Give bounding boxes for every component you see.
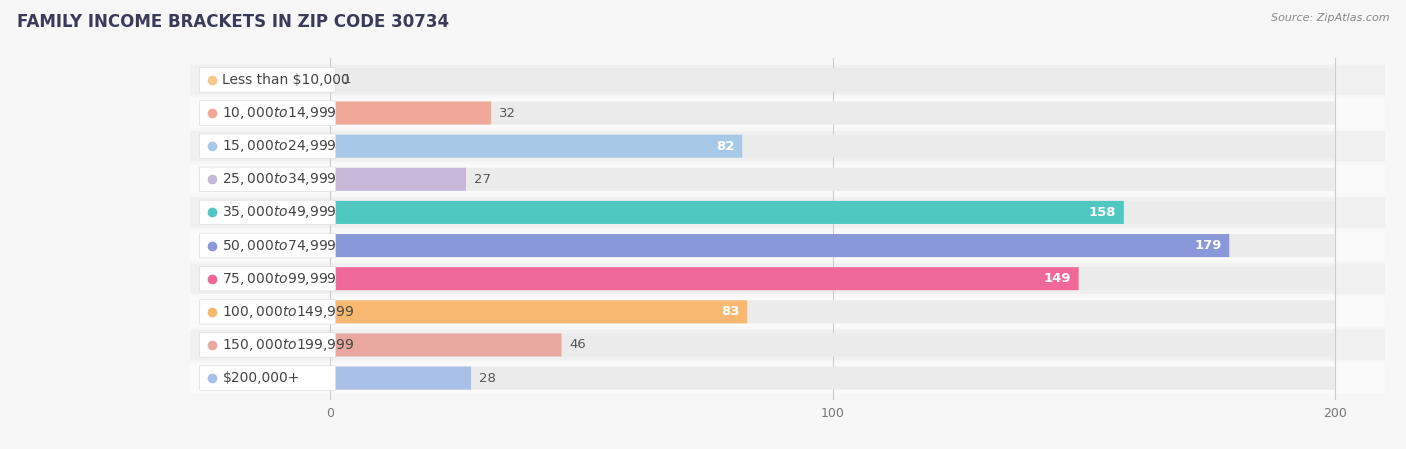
FancyBboxPatch shape (190, 197, 1385, 228)
FancyBboxPatch shape (330, 201, 1123, 224)
FancyBboxPatch shape (200, 167, 336, 192)
FancyBboxPatch shape (330, 334, 1334, 357)
Text: $200,000+: $200,000+ (222, 371, 299, 385)
Text: FAMILY INCOME BRACKETS IN ZIP CODE 30734: FAMILY INCOME BRACKETS IN ZIP CODE 30734 (17, 13, 449, 31)
Text: 179: 179 (1194, 239, 1222, 252)
FancyBboxPatch shape (190, 264, 1385, 294)
FancyBboxPatch shape (330, 334, 561, 357)
FancyBboxPatch shape (330, 101, 1334, 124)
FancyBboxPatch shape (330, 168, 1334, 191)
Text: 149: 149 (1043, 272, 1071, 285)
Text: $150,000 to $199,999: $150,000 to $199,999 (222, 337, 354, 353)
Text: 83: 83 (721, 305, 740, 318)
FancyBboxPatch shape (200, 200, 336, 224)
Text: Source: ZipAtlas.com: Source: ZipAtlas.com (1271, 13, 1389, 23)
FancyBboxPatch shape (330, 101, 491, 124)
Text: 32: 32 (499, 106, 516, 119)
Text: 1: 1 (343, 73, 352, 86)
Text: $35,000 to $49,999: $35,000 to $49,999 (222, 204, 337, 220)
FancyBboxPatch shape (200, 299, 336, 324)
FancyBboxPatch shape (330, 68, 336, 92)
Text: 27: 27 (474, 173, 491, 186)
Text: 82: 82 (716, 140, 734, 153)
Text: 158: 158 (1088, 206, 1116, 219)
Text: $75,000 to $99,999: $75,000 to $99,999 (222, 271, 337, 286)
FancyBboxPatch shape (200, 134, 336, 158)
FancyBboxPatch shape (330, 234, 1229, 257)
FancyBboxPatch shape (200, 101, 336, 125)
FancyBboxPatch shape (200, 266, 336, 291)
FancyBboxPatch shape (330, 168, 465, 191)
FancyBboxPatch shape (190, 230, 1385, 261)
FancyBboxPatch shape (190, 164, 1385, 194)
FancyBboxPatch shape (330, 68, 1334, 92)
Text: $15,000 to $24,999: $15,000 to $24,999 (222, 138, 337, 154)
FancyBboxPatch shape (190, 98, 1385, 128)
FancyBboxPatch shape (330, 300, 1334, 323)
FancyBboxPatch shape (190, 330, 1385, 360)
FancyBboxPatch shape (190, 363, 1385, 393)
FancyBboxPatch shape (330, 201, 1334, 224)
Text: $50,000 to $74,999: $50,000 to $74,999 (222, 238, 337, 254)
Text: 46: 46 (569, 339, 586, 352)
FancyBboxPatch shape (330, 267, 1334, 290)
Text: $25,000 to $34,999: $25,000 to $34,999 (222, 172, 337, 187)
FancyBboxPatch shape (200, 233, 336, 258)
FancyBboxPatch shape (190, 131, 1385, 161)
FancyBboxPatch shape (330, 300, 747, 323)
FancyBboxPatch shape (190, 65, 1385, 95)
FancyBboxPatch shape (330, 366, 471, 390)
FancyBboxPatch shape (330, 366, 1334, 390)
FancyBboxPatch shape (330, 135, 742, 158)
Text: Less than $10,000: Less than $10,000 (222, 73, 350, 87)
FancyBboxPatch shape (200, 333, 336, 357)
FancyBboxPatch shape (190, 297, 1385, 327)
FancyBboxPatch shape (200, 68, 336, 92)
FancyBboxPatch shape (330, 234, 1334, 257)
Text: $10,000 to $14,999: $10,000 to $14,999 (222, 105, 337, 121)
Text: 28: 28 (478, 372, 495, 385)
FancyBboxPatch shape (330, 135, 1334, 158)
Text: $100,000 to $149,999: $100,000 to $149,999 (222, 304, 354, 320)
FancyBboxPatch shape (200, 366, 336, 390)
FancyBboxPatch shape (330, 267, 1078, 290)
